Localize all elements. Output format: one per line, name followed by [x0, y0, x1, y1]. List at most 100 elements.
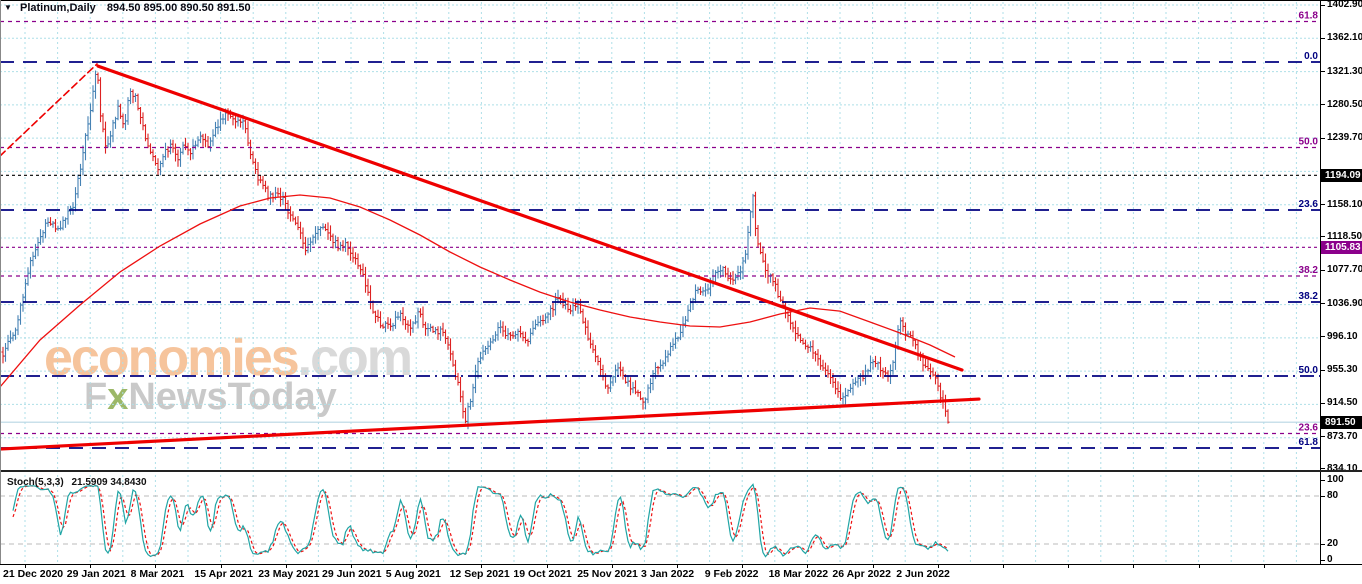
indicator-label: Stoch(5,3,3) 21.5909 34.8430: [7, 477, 147, 488]
indicator-values: 21.5909 34.8430: [71, 477, 147, 488]
time-axis-tick: [481, 565, 483, 568]
price-axis-label: 1239.70: [1327, 132, 1362, 144]
indicator-axis-tick: [1321, 559, 1325, 561]
price-axis-label: 1280.50: [1327, 98, 1362, 110]
price-axis-tick: [1321, 369, 1325, 371]
moving-average-line: [0, 194, 956, 388]
top-border: [0, 0, 1362, 1]
time-axis-label: 9 Feb 2022: [704, 568, 759, 580]
chart-title-overlay: ▼ Platinum,Daily 894.50 895.00 890.50 89…: [4, 2, 251, 14]
grid-lines: [0, 2, 1320, 470]
time-axis-tick: [25, 565, 26, 568]
price-axis[interactable]: 1402.90 1362.10 1321.30 1280.50 1239.70 1158.…: [1321, 0, 1362, 565]
chart-title-ohlc: 894.50 895.00 890.50 891.50: [106, 2, 251, 14]
price-tag-1105.83: 1105.83: [1321, 240, 1362, 254]
indicator-name: Stoch(5,3,3): [7, 477, 64, 488]
stoch-main-line: [12, 483, 949, 558]
time-axis-label: 21 Dec 2020: [3, 568, 64, 580]
watermark-line2: FxNewsToday: [84, 376, 337, 418]
time-axis-label: 2 Jun 2022: [896, 568, 950, 580]
price-axis-label: 914.50: [1327, 397, 1358, 409]
time-axis-tick: [546, 565, 548, 568]
indicator-axis-label: 80: [1327, 490, 1339, 501]
time-axis-label: 29 Jun 2021: [322, 568, 382, 580]
time-axis-tick: [872, 565, 874, 568]
price-axis-label: 873.70: [1327, 430, 1358, 442]
time-axis-tick: [416, 565, 418, 568]
indicator-canvas[interactable]: [0, 473, 1321, 565]
time-axis-label: 19 Oct 2021: [513, 568, 572, 580]
stoch-signal-line: [12, 485, 949, 557]
price-axis-tick: [1321, 402, 1325, 404]
watermark: economies.com FxNewsToday: [44, 332, 413, 418]
price-tag-1194.09: 1194.09: [1321, 168, 1362, 182]
indicator-axis-tick: [1321, 495, 1325, 497]
price-axis-tick: [1321, 468, 1325, 470]
time-axis-label: 25 Nov 2021: [577, 568, 638, 580]
time-axis-tick: [611, 565, 613, 568]
trendline-ascending-support[interactable]: [0, 397, 981, 451]
price-axis-tick: [1321, 436, 1325, 438]
time-axis-label: 12 Sep 2021: [449, 568, 510, 580]
price-axis-label: 1118.50: [1327, 230, 1362, 242]
time-axis-tick: [285, 565, 287, 568]
price-axis-label: 1077.70: [1327, 264, 1362, 276]
price-axis-tick: [1321, 71, 1325, 73]
time-axis-tick: [155, 565, 157, 568]
fib-purple-label: 23.6: [1299, 423, 1319, 434]
time-axis-tick: [351, 565, 352, 568]
price-axis-label: 1362.10: [1327, 32, 1362, 44]
time-axis-tick: [1198, 565, 1200, 568]
trendline-rally-guide[interactable]: [0, 63, 98, 157]
fib-blue-label: 50.0: [1299, 365, 1319, 376]
time-axis-tick: [90, 565, 92, 568]
price-axis-tick: [1321, 336, 1325, 338]
price-axis-tick: [1321, 204, 1325, 206]
price-axis-label: 996.10: [1327, 330, 1358, 342]
price-axis-label: 834.10: [1327, 462, 1358, 474]
axis-separator: [1320, 0, 1321, 564]
time-axis-label: 18 Mar 2022: [768, 568, 829, 580]
indicator-axis-tick: [1321, 479, 1325, 481]
chart-menu-arrow-icon[interactable]: ▼: [4, 3, 12, 12]
price-axis-label: 1402.90: [1327, 0, 1362, 10]
price-axis-tick: [1321, 104, 1325, 106]
price-axis-label: 1036.90: [1327, 297, 1362, 309]
time-axis-tick: [1133, 565, 1135, 568]
price-axis-tick: [1321, 4, 1325, 6]
time-axis-tick: [937, 565, 939, 568]
time-axis-label: 5 Aug 2021: [385, 568, 441, 580]
price-axis-label: 1321.30: [1327, 65, 1362, 77]
time-axis-label: 29 Jan 2021: [66, 568, 126, 580]
time-axis-tick: [742, 565, 744, 568]
fib-blue-label: 23.6: [1299, 199, 1319, 210]
price-tag-891.50: 891.50: [1321, 415, 1362, 429]
time-axis-label: 26 Apr 2022: [832, 568, 891, 580]
fib-blue-label: 61.8: [1299, 437, 1319, 448]
indicator-axis-label: 20: [1327, 538, 1339, 549]
indicator-axis-label: 0: [1327, 554, 1333, 565]
trendline-descending-resistance[interactable]: [96, 64, 964, 372]
time-axis-tick: [677, 565, 678, 568]
indicator-axis-label: 100: [1327, 474, 1344, 485]
price-axis-tick: [1321, 269, 1325, 271]
price-axis-tick: [1321, 137, 1325, 139]
fib-purple-label: 61.8: [1299, 10, 1319, 21]
time-axis-label: 15 Apr 2021: [194, 568, 253, 580]
time-axis[interactable]: 21 Dec 2020 29 Jan 2021 8 Mar 2021 15 Apr 2…: [0, 565, 1362, 584]
chart-title-symbol: Platinum,Daily: [19, 2, 96, 14]
time-axis-tick: [220, 565, 222, 568]
price-axis-tick: [1321, 37, 1325, 39]
price-axis-tick: [1321, 303, 1325, 305]
time-axis-tick: [1068, 565, 1070, 568]
fib-blue-label: 38.2: [1299, 291, 1319, 302]
time-axis-tick: [1263, 565, 1265, 568]
fib-purple-label: 38.2: [1299, 265, 1319, 276]
price-axis-label: 1158.10: [1327, 198, 1362, 210]
indicator-axis-tick: [1321, 543, 1325, 545]
pane-separator[interactable]: [0, 470, 1362, 472]
time-axis-label: 23 May 2021: [258, 568, 320, 580]
time-axis-tick: [1003, 565, 1004, 568]
main-chart-canvas[interactable]: 61.8 50.0 38.2 23.6 0.0 23.6 38.2 50.0 61.8: [0, 0, 1321, 473]
